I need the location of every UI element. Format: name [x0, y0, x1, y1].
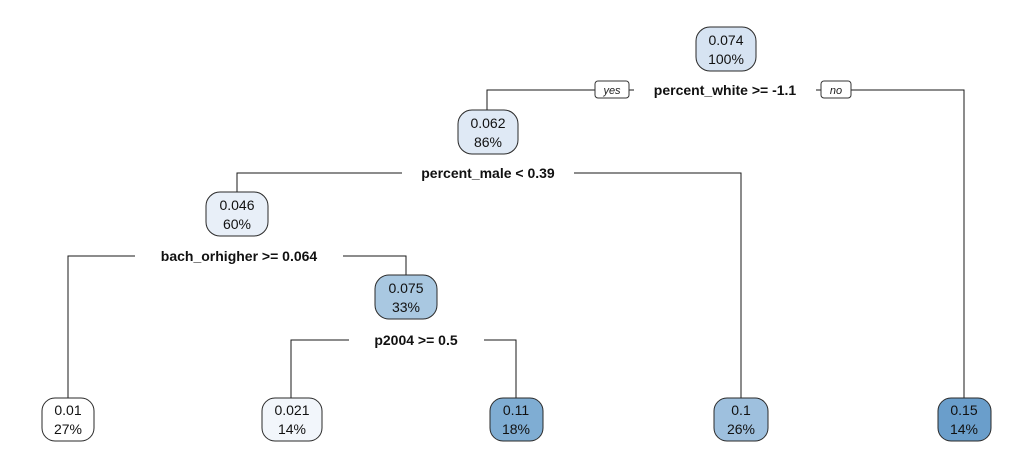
edge-root-right — [851, 89, 965, 398]
leaf-percent: 18% — [502, 421, 530, 437]
leaf-value: 0.11 — [503, 402, 529, 418]
leaf-4: 0.1 26% — [713, 397, 769, 442]
node-percent: 33% — [392, 299, 420, 315]
node-n2: 0.062 86% — [457, 109, 519, 155]
node-value: 0.046 — [219, 197, 254, 213]
node-percent: 60% — [223, 216, 251, 232]
node-box — [457, 109, 519, 155]
yes-tag-label: yes — [602, 85, 621, 97]
split-label: percent_male < 0.39 — [421, 165, 555, 181]
node-percent: 100% — [708, 51, 744, 67]
node-box — [205, 191, 269, 237]
split-label: p2004 >= 0.5 — [374, 332, 458, 348]
leaf-1: 0.01 27% — [41, 397, 95, 442]
leaf-percent: 26% — [727, 421, 755, 437]
leaf-box — [937, 397, 992, 442]
leaf-value: 0.1 — [731, 402, 751, 418]
split-root: percent_white >= -1.1 yes no — [594, 80, 852, 100]
leaf-box — [489, 397, 544, 442]
leaf-percent: 27% — [54, 421, 82, 437]
node-percent: 86% — [474, 134, 502, 150]
leaf-value: 0.15 — [950, 402, 977, 418]
edge-n4-right — [484, 339, 517, 398]
leaf-box — [261, 397, 323, 442]
split-n4: p2004 >= 0.5 — [349, 330, 484, 350]
yes-tag — [594, 80, 630, 99]
leaf-value: 0.021 — [274, 402, 309, 418]
node-root: 0.074 100% — [695, 26, 757, 72]
node-n4: 0.075 33% — [374, 274, 438, 320]
node-value: 0.062 — [470, 115, 505, 131]
split-label-bg — [634, 80, 816, 100]
edge-root-left — [486, 89, 595, 110]
edge-n2-left — [236, 172, 402, 192]
edge-n4-left — [290, 339, 349, 398]
edge-n3-right — [343, 255, 407, 275]
split-label: bach_orhigher >= 0.064 — [161, 248, 318, 264]
leaf-percent: 14% — [278, 421, 306, 437]
no-tag-label: no — [830, 85, 842, 97]
edge-n2-right — [574, 172, 742, 398]
split-label-bg — [135, 246, 343, 266]
leaf-percent: 14% — [950, 421, 978, 437]
leaf-box — [713, 397, 769, 442]
leaf-5: 0.15 14% — [937, 397, 992, 442]
node-value: 0.075 — [388, 280, 423, 296]
split-n2: percent_male < 0.39 — [402, 163, 574, 183]
node-box — [695, 26, 757, 72]
edge-n3-left — [67, 255, 135, 398]
node-value: 0.074 — [708, 32, 743, 48]
node-n3: 0.046 60% — [205, 191, 269, 237]
leaf-box — [41, 397, 95, 442]
leaf-value: 0.01 — [54, 402, 81, 418]
node-box — [374, 274, 438, 320]
leaf-3: 0.11 18% — [489, 397, 544, 442]
leaf-2: 0.021 14% — [261, 397, 323, 442]
split-label-bg — [402, 163, 574, 183]
split-label: percent_white >= -1.1 — [654, 82, 797, 98]
tree-edges — [67, 89, 965, 398]
split-label-bg — [349, 330, 484, 350]
split-n3: bach_orhigher >= 0.064 — [135, 246, 343, 266]
no-tag — [820, 80, 852, 99]
